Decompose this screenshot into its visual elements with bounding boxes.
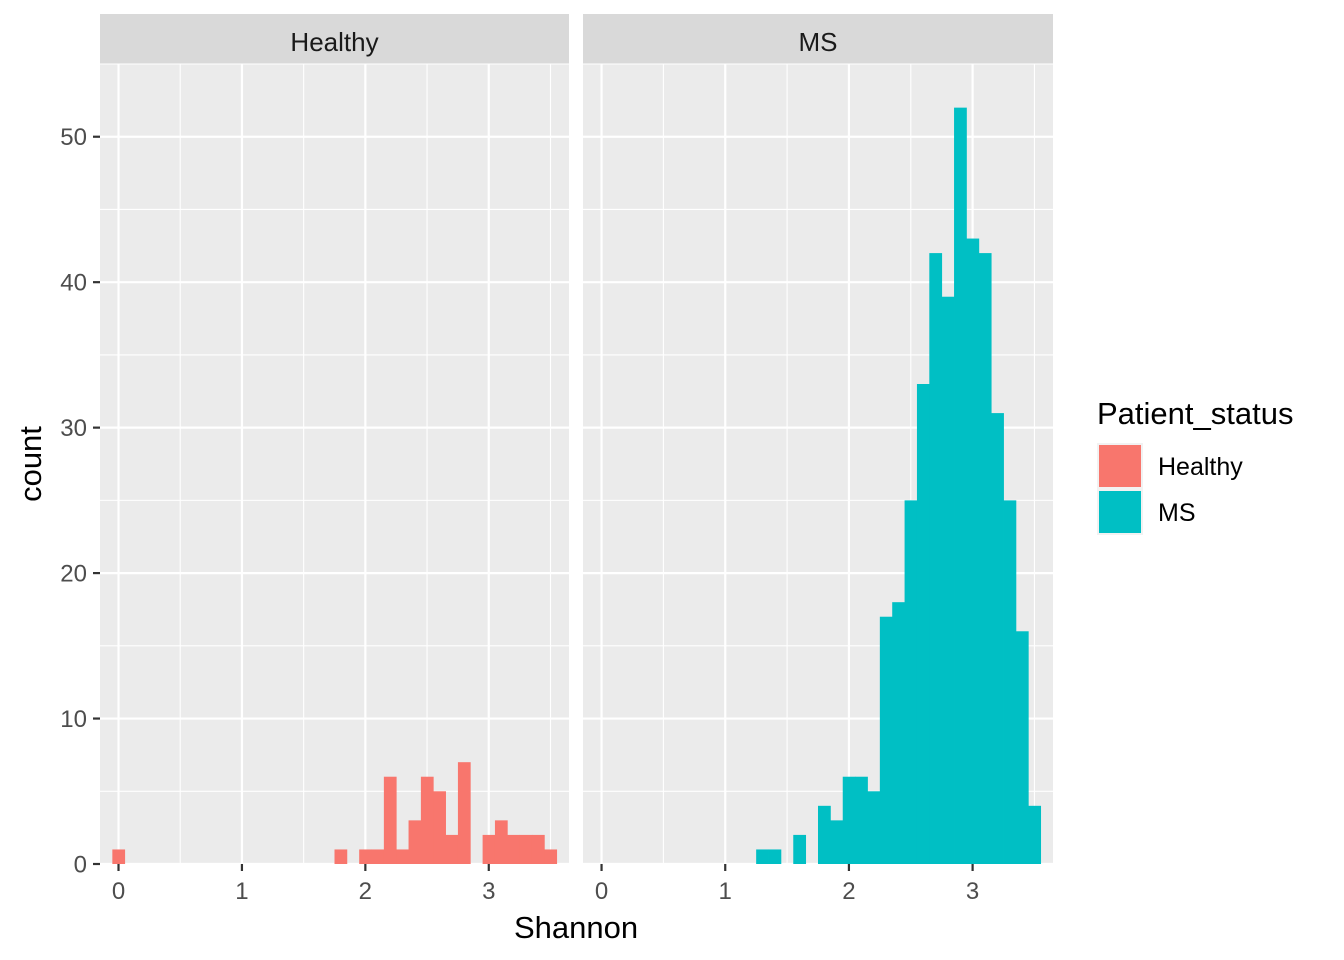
x-tick-label: 3	[966, 878, 979, 905]
x-tick-label: 1	[719, 878, 732, 905]
histogram-bar	[531, 834, 545, 864]
histogram-bar	[916, 384, 930, 864]
legend: Patient_status Healthy MS	[1097, 396, 1293, 535]
histogram-bar	[1015, 631, 1029, 864]
y-tick-label: 20	[60, 561, 87, 588]
legend-swatch	[1099, 491, 1141, 533]
legend-label: MS	[1158, 499, 1196, 527]
legend-title: Patient_status	[1097, 396, 1293, 431]
x-tick-label: 0	[112, 878, 125, 905]
histogram-bar	[112, 849, 126, 864]
histogram-bar	[991, 413, 1004, 864]
histogram-bar	[544, 849, 558, 864]
facet-strip-label: Healthy	[290, 27, 378, 57]
y-tick-label: 0	[74, 852, 87, 879]
histogram-bar	[433, 791, 446, 864]
histogram-bar	[954, 107, 967, 865]
histogram-bar	[519, 834, 533, 864]
x-axis-title: Shannon	[514, 910, 638, 945]
histogram-bar	[420, 776, 434, 864]
histogram-bar	[1003, 500, 1017, 864]
y-tick-label: 40	[60, 270, 87, 297]
histogram-bar	[966, 238, 980, 864]
histogram-bar	[457, 762, 471, 864]
legend-item-healthy: Healthy	[1097, 443, 1243, 489]
x-tick-label: 2	[359, 878, 372, 905]
facet-panel-ms: MS	[583, 14, 1053, 866]
facet-panel-healthy: Healthy	[100, 14, 569, 866]
histogram-bar	[879, 616, 893, 864]
histogram-bar	[978, 253, 992, 864]
facet-strip	[583, 14, 1053, 64]
legend-label: Healthy	[1158, 453, 1243, 481]
histogram-bar	[334, 849, 348, 864]
histogram-bar	[941, 296, 955, 864]
y-tick-label: 10	[60, 706, 87, 733]
histogram-bar	[904, 500, 918, 864]
legend-item-ms: MS	[1097, 489, 1196, 535]
histogram-bar	[408, 820, 422, 864]
legend-swatch	[1099, 445, 1141, 487]
histogram-bar	[793, 834, 807, 864]
x-tick-label: 3	[482, 878, 495, 905]
histogram-bar	[830, 820, 844, 864]
histogram-bar	[359, 849, 372, 864]
x-tick-label: 1	[235, 878, 248, 905]
histogram-bar	[482, 834, 496, 864]
histogram-bar	[383, 776, 397, 864]
histogram-bar	[929, 253, 943, 864]
histogram-bar	[768, 849, 782, 864]
histogram-bar	[842, 776, 856, 864]
y-tick-label: 30	[60, 415, 87, 442]
panel-background	[100, 64, 569, 864]
histogram-bar	[818, 805, 831, 864]
histogram-bar	[494, 820, 508, 864]
histogram-bar	[445, 834, 459, 864]
histogram-bar	[507, 834, 521, 864]
x-tick-label: 0	[595, 878, 608, 905]
histogram-bar	[396, 849, 409, 864]
histogram-bar	[756, 849, 769, 864]
histogram-bar	[892, 602, 905, 864]
facet-strip-label: MS	[799, 27, 838, 57]
x-tick-label: 2	[842, 878, 855, 905]
histogram-bar	[371, 849, 385, 864]
y-axis-title: count	[13, 426, 48, 502]
y-tick-label: 50	[60, 124, 87, 151]
histogram-bar	[855, 776, 868, 864]
histogram-bar	[1028, 805, 1042, 864]
histogram-bar	[867, 791, 881, 864]
facet-strip	[100, 14, 569, 64]
